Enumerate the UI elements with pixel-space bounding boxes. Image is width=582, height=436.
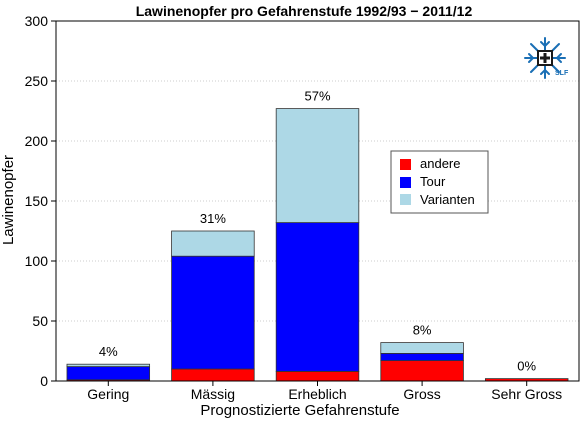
percent-label: 0% — [517, 359, 536, 374]
x-axis: Gering Mässig Erheblich Gross Sehr Gross — [87, 381, 562, 402]
legend-label-tour: Tour — [420, 174, 446, 189]
bar-segment-tour — [171, 255, 255, 370]
bar-segment-varianten — [171, 230, 255, 257]
bars — [66, 108, 569, 382]
y-tick-label: 250 — [25, 73, 49, 89]
x-tick-label: Erheblich — [288, 386, 346, 402]
percent-label: 57% — [304, 89, 330, 104]
percent-label: 4% — [99, 344, 118, 359]
slf-logo: SLF — [524, 37, 569, 79]
bar-segment-varianten — [66, 363, 151, 368]
bar-segment-tour — [380, 352, 464, 361]
y-axis-label: Lawinenopfer — [0, 155, 17, 245]
y-tick-label: 150 — [25, 193, 49, 209]
x-tick-label: Mässig — [191, 386, 235, 402]
legend-label-varianten: Varianten — [420, 192, 475, 207]
legend-swatch-varianten — [400, 194, 411, 205]
logo-text: SLF — [555, 70, 569, 77]
y-tick-label: 200 — [25, 133, 49, 149]
bar-segment-varianten — [380, 342, 464, 354]
y-tick-label: 300 — [25, 13, 49, 29]
bar-segment-andere — [275, 370, 360, 382]
percent-label: 8% — [413, 323, 432, 338]
bar-segment-andere — [380, 360, 464, 382]
x-axis-label: Prognostizierte Gefahrenstufe — [200, 402, 399, 419]
legend-label-andere: andere — [420, 156, 460, 171]
bar-segment-varianten — [275, 108, 360, 223]
legend: andere Tour Varianten — [390, 150, 489, 214]
x-tick-label: Gross — [403, 386, 440, 402]
y-tick-label: 0 — [40, 373, 48, 389]
percent-labels: 4% 31% 57% 8% 0% — [99, 89, 537, 374]
legend-swatch-andere — [400, 159, 411, 170]
bar-segment-tour — [275, 222, 360, 372]
y-tick-label: 50 — [32, 313, 48, 329]
y-axis: 0 50 100 150 200 250 300 — [25, 13, 56, 389]
x-tick-label: Gering — [87, 386, 129, 402]
bar-segment-tour — [66, 366, 151, 381]
percent-label: 31% — [200, 211, 226, 226]
y-tick-label: 100 — [25, 253, 49, 269]
x-tick-label: Sehr Gross — [491, 386, 562, 402]
bar-segment-andere — [171, 368, 255, 382]
chart-title: Lawinenopfer pro Gefahrenstufe 1992/93 −… — [136, 3, 473, 19]
legend-swatch-tour — [400, 177, 411, 188]
